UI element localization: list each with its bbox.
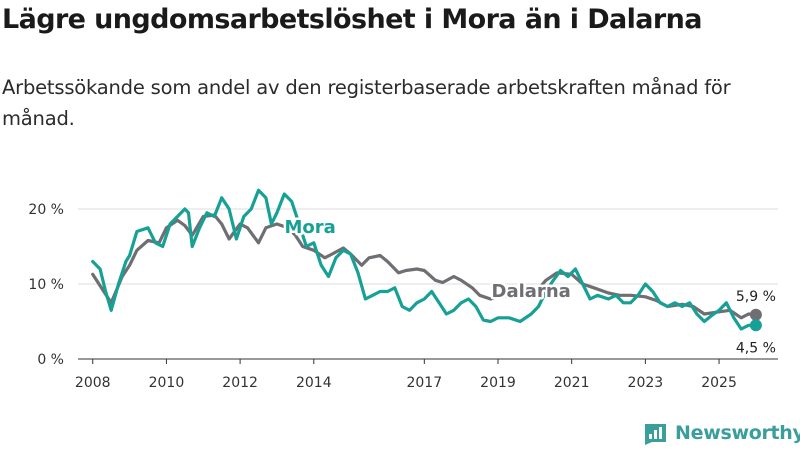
end-value-label-mora: 4,5 %	[736, 340, 776, 356]
label-layer: 5,9 % Dalarna 4,5 % Mora	[282, 215, 776, 357]
x-tick-label: 2019	[480, 375, 516, 391]
x-tick-label: 2017	[406, 375, 442, 391]
y-tick-label: 10 %	[28, 277, 64, 293]
y-tick-label: 20 %	[28, 202, 64, 218]
axis-layer: 0 % 10 % 20 % 2008 2010 2012 2014 2017 2019 2021 2…	[28, 202, 778, 391]
x-tick-label: 2010	[149, 375, 185, 391]
series-name-label-dalarna: Dalarna	[492, 281, 571, 302]
x-tick-label: 2012	[222, 375, 258, 391]
x-tick-label: 2014	[296, 375, 332, 391]
brand-name: Newsworthy	[675, 422, 800, 444]
newsworthy-logo[interactable]: Newsworthy	[644, 418, 800, 448]
newsworthy-logo-icon	[645, 424, 666, 445]
series-line-mora	[91, 188, 758, 331]
end-marker-mora	[749, 319, 762, 332]
end-marker-dalarna	[749, 308, 762, 321]
x-tick-label: 2025	[701, 375, 737, 391]
x-tick-label: 2021	[554, 375, 590, 391]
page-subtitle: Arbetssökande som andel av den registerb…	[2, 76, 731, 130]
end-value-label-dalarna: 5,9 %	[736, 289, 776, 305]
series-layer	[91, 188, 762, 332]
series-line-dalarna	[91, 213, 758, 320]
page-title: Lägre ungdomsarbetslöshet i Mora än i Da…	[2, 4, 702, 35]
x-tick-label: 2008	[75, 375, 111, 391]
grid-layer	[78, 208, 778, 285]
y-tick-label: 0 %	[37, 352, 64, 368]
x-tick-label: 2023	[628, 375, 664, 391]
series-name-label-mora: Mora	[284, 217, 335, 238]
